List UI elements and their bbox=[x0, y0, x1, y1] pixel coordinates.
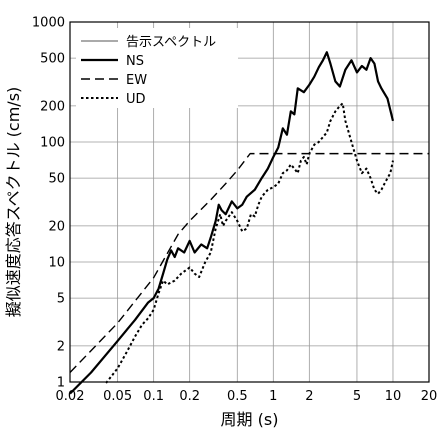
x-tick-label: 0.2 bbox=[179, 389, 200, 404]
x-tick-label: 10 bbox=[385, 389, 402, 404]
x-tick-label: 5 bbox=[353, 389, 361, 404]
x-tick-label: 0.5 bbox=[227, 389, 248, 404]
series-line-ew bbox=[69, 152, 429, 373]
legend: 告示スペクトル NS EW UD bbox=[76, 28, 238, 108]
x-tick-label: 0.02 bbox=[56, 389, 85, 404]
series-lines bbox=[69, 51, 429, 395]
y-tick-label: 100 bbox=[40, 136, 65, 151]
series-line-ud bbox=[105, 102, 394, 384]
plot-frame bbox=[69, 21, 430, 383]
y-tick-label: 200 bbox=[40, 99, 65, 114]
y-tick-label: 1000 bbox=[32, 16, 65, 31]
x-tick-label: 0.05 bbox=[103, 389, 132, 404]
y-tick-label: 1 bbox=[57, 376, 65, 391]
series-line-ns bbox=[69, 51, 395, 395]
y-tick-label: 500 bbox=[40, 52, 65, 67]
y-axis-title: 擬似速度応答スペクトル (cm/s) bbox=[4, 87, 23, 318]
x-tick-label: 2 bbox=[305, 389, 313, 404]
y-tick-label: 5 bbox=[57, 292, 65, 307]
legend-label: NS bbox=[126, 54, 144, 69]
y-tick-label: 10 bbox=[48, 256, 65, 271]
legend-label: UD bbox=[126, 92, 146, 107]
x-axis-title: 周期 (s) bbox=[221, 410, 279, 429]
y-tick-label: 20 bbox=[48, 219, 65, 234]
y-tick-label: 2 bbox=[57, 339, 65, 354]
x-tick-label: 20 bbox=[421, 389, 437, 404]
tick-labels: 0.02 0.05 0.1 0.2 0.5 1 2 5 10 20 1 2 5 10 20 50 100 200 5… bbox=[32, 16, 437, 405]
legend-label: EW bbox=[126, 73, 147, 88]
x-tick-label: 0.1 bbox=[143, 389, 164, 404]
x-tick-label: 1 bbox=[269, 389, 277, 404]
legend-label: 告示スペクトル bbox=[126, 35, 216, 50]
y-tick-label: 50 bbox=[48, 172, 65, 187]
